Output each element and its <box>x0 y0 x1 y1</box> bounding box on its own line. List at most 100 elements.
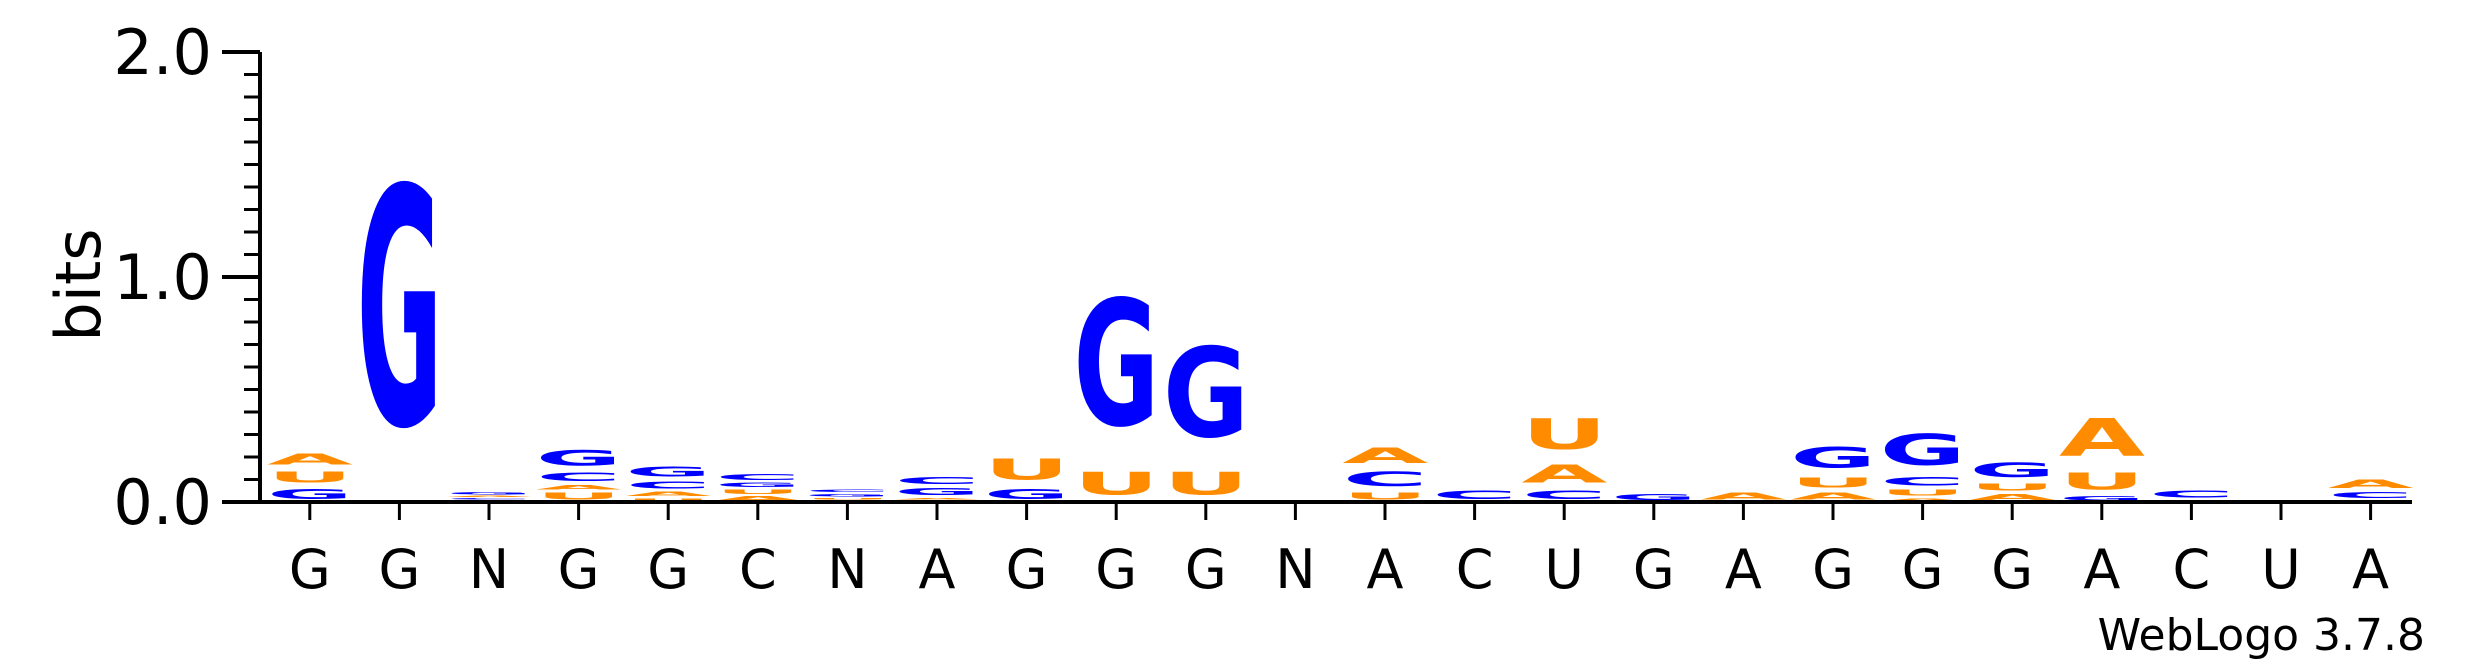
logo-letter-G: G <box>536 446 622 471</box>
logo-column: C <box>1432 489 1518 502</box>
logo-letter-G: G <box>984 486 1070 502</box>
logo-letter-G: G <box>715 482 801 489</box>
logo-letter-C: C <box>805 489 891 494</box>
logo-letter-A: A <box>1521 459 1607 488</box>
logo-letter-U: U <box>625 497 711 502</box>
logo-letter-C: C <box>2149 489 2235 500</box>
logo-letter-A: A <box>2328 477 2414 490</box>
logo-letter-C: C <box>446 498 532 500</box>
logo-letter-A: A <box>1701 491 1787 502</box>
logo-column: UCA <box>1342 444 1428 502</box>
x-tick-label: G <box>378 538 420 601</box>
logo-column: G <box>357 122 443 502</box>
weblogo-credit: WebLogo 3.7.8 <box>2098 610 2425 661</box>
x-tick-label: G <box>647 538 689 601</box>
logo-letter-G: G <box>446 491 532 495</box>
x-tick-label: N <box>469 538 509 601</box>
logo-letter-A: A <box>536 484 622 491</box>
logo-letter-G: G <box>1880 426 1966 475</box>
logo-letter-A: A <box>715 495 801 502</box>
logo-letter-G: G <box>1163 322 1249 465</box>
logo-letter-C: C <box>1521 489 1607 502</box>
y-tick-label: 1.0 <box>113 241 212 314</box>
logo-letter-A: A <box>894 498 980 500</box>
y-axis-label: bits <box>42 228 115 341</box>
logo-letter-U: U <box>1073 467 1159 503</box>
logo-column: GU <box>984 453 1070 502</box>
logo-letter-A: A <box>1969 493 2055 502</box>
x-tick-label: A <box>919 538 956 601</box>
logo-letter-G: G <box>625 464 711 480</box>
logo-column: AUG <box>1790 442 1876 502</box>
x-tick-label: C <box>739 538 777 601</box>
x-tick-label: G <box>1991 538 2033 601</box>
logo-letter-A: A <box>1790 491 1876 502</box>
logo-letter-U: U <box>1163 467 1249 503</box>
logo-letter-G: G <box>894 486 980 497</box>
logo-column: GUA <box>267 450 353 502</box>
x-tick-label: C <box>1456 538 1494 601</box>
x-tick-label: G <box>1185 538 1227 601</box>
x-tick-label: G <box>1633 538 1675 601</box>
y-ticks: 0.0 1.0 2.0 <box>113 16 260 539</box>
logo-letter-C: C <box>1880 475 1966 488</box>
x-tick-label: N <box>1275 538 1315 601</box>
logo-letter-U: U <box>1342 491 1428 502</box>
x-tick-label: A <box>1367 538 1404 601</box>
logo-letter-C: C <box>894 475 980 486</box>
logo-column: GUA <box>2059 408 2145 502</box>
logo-letter-A: A <box>267 450 353 468</box>
x-tick-label: G <box>1902 538 1944 601</box>
logo-letter-U: U <box>267 468 353 486</box>
logo-letter-C: C <box>1342 468 1428 490</box>
logo-letter-C: C <box>1432 489 1518 502</box>
logo-letter-C: C <box>536 471 622 484</box>
y-tick-label: 0.0 <box>113 466 212 539</box>
logo-letter-C: C <box>2328 491 2414 500</box>
logo-column: UCA <box>2328 477 2414 502</box>
logo-letter-G: G <box>1790 442 1876 475</box>
x-tick-label: C <box>2173 538 2211 601</box>
logo-letter-G: G <box>357 122 443 502</box>
logo-letter-G: G <box>805 493 891 497</box>
logo-column: G <box>1611 493 1697 502</box>
logo-letter-A: A <box>2059 408 2145 468</box>
logo-letter-U: U <box>1880 488 1966 497</box>
logo-letter-U: U <box>1521 410 1607 459</box>
logo-column: A <box>1701 491 1787 502</box>
x-tick-label: G <box>1006 538 1048 601</box>
y-tick-label: 2.0 <box>113 16 212 89</box>
logo-letter-A: A <box>625 491 711 498</box>
y-minor-ticks <box>244 73 260 481</box>
logo-letter-U: U <box>1969 482 2055 493</box>
letter-stacks: GUAGUCAGUACGUACGAUGCAUGCUAGCGUUGUGUCACCA… <box>267 122 2414 502</box>
x-tick-label: A <box>2352 538 2389 601</box>
logo-column: CAU <box>1521 410 1607 502</box>
logo-letter-C: C <box>625 480 711 491</box>
x-tick-label: G <box>289 538 331 601</box>
logo-letter-C: C <box>715 473 801 482</box>
x-tick-label: N <box>827 538 867 601</box>
logo-letter-G: G <box>2059 495 2145 502</box>
logo-letter-A: A <box>1342 444 1428 469</box>
logo-letter-U: U <box>984 453 1070 486</box>
logo-letter-G: G <box>1969 459 2055 481</box>
logo-letter-G: G <box>1073 264 1159 466</box>
x-tick-label: A <box>1725 538 1762 601</box>
logo-letter-U: U <box>1790 475 1876 491</box>
logo-column: UG <box>1073 264 1159 503</box>
logo-letter-G: G <box>267 486 353 502</box>
logo-letter-G: G <box>1611 493 1697 502</box>
x-tick-label: U <box>2261 538 2301 601</box>
x-tick-label: A <box>2083 538 2120 601</box>
logo-letter-U: U <box>715 488 801 495</box>
logo-column: UG <box>1163 322 1249 502</box>
